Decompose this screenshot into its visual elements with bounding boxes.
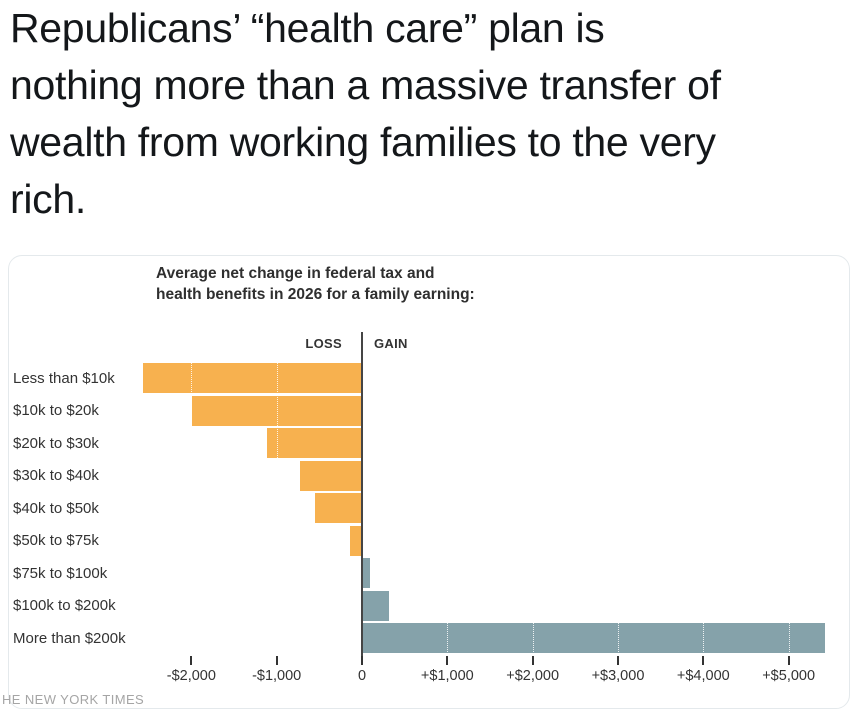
headline-line: wealth from working families to the very — [10, 119, 716, 165]
axis-tick-2000 — [531, 656, 534, 665]
gridline--2000 — [191, 363, 193, 656]
bar-75k-to-100k — [363, 558, 370, 588]
zero-axis-line — [361, 332, 363, 656]
tweet-headline: Republicans’ “health care” plan is nothi… — [10, 0, 854, 228]
bar-more-than-200k — [363, 623, 825, 653]
category-label-75k-to-100k: $75k to $100k — [13, 564, 108, 582]
bar-40k-to-50k — [314, 493, 361, 523]
gridline--1000 — [276, 363, 278, 656]
gridline-4000 — [703, 363, 705, 656]
category-label-less-than-10k: Less than $10k — [13, 369, 115, 387]
bar-30k-to-40k — [299, 460, 361, 491]
category-label-10k-to-20k: $10k to $20k — [13, 402, 99, 419]
gridline-5000 — [788, 363, 790, 656]
axis-tick-5000 — [787, 656, 790, 665]
axis-tick--2000 — [190, 656, 193, 665]
axis-tick-label-1000: +$1,000 — [420, 668, 474, 684]
headline-line: nothing more than a massive transfer of — [10, 62, 721, 108]
chart-title-line: Average net change in federal tax and — [156, 265, 435, 282]
bar-100k-to-200k — [363, 590, 390, 621]
loss-axis-label: LOSS — [305, 336, 342, 351]
category-label-30k-to-40k: $30k to $40k — [13, 467, 99, 484]
bar-20k-to-30k — [267, 428, 361, 458]
axis-tick-label-4000: +$4,000 — [676, 668, 730, 684]
headline-line: rich. — [10, 176, 86, 222]
chart-card[interactable]: Average net change in federal tax and he… — [8, 255, 850, 709]
axis-tick-4000 — [702, 656, 705, 665]
category-label-50k-to-75k: $50k to $75k — [13, 532, 99, 549]
gridline-2000 — [532, 363, 534, 656]
chart-title-line: health benefits in 2026 for a family ear… — [156, 286, 475, 303]
category-label-more-than-200k: More than $200k — [13, 629, 126, 647]
category-label-40k-to-50k: $40k to $50k — [13, 499, 99, 517]
gridline-3000 — [617, 363, 619, 656]
source-attribution: HE NEW YORK TIMES — [2, 692, 145, 707]
bar-10k-to-20k — [192, 395, 361, 426]
axis-tick-label--1000: -$1,000 — [252, 668, 302, 684]
axis-tick-label-3000: +$3,000 — [591, 668, 645, 684]
bar-less-than-10k — [143, 363, 361, 393]
axis-tick-3000 — [616, 656, 619, 665]
axis-tick-label-2000: +$2,000 — [506, 668, 560, 684]
gridline-1000 — [447, 363, 449, 656]
plot-area: Less than $10k $10k to $20k $20k to $30k $3… — [9, 256, 851, 710]
bar-50k-to-75k — [349, 525, 361, 556]
axis-tick-1000 — [446, 656, 449, 665]
axis-tick-label-5000: +$5,000 — [762, 668, 816, 684]
gain-axis-label: GAIN — [374, 336, 408, 351]
axis-tick--1000 — [275, 656, 278, 665]
headline-line: Republicans’ “health care” plan is — [10, 5, 605, 51]
axis-tick-label--2000: -$2,000 — [166, 668, 216, 684]
axis-tick-0 — [361, 656, 363, 665]
category-label-20k-to-30k: $20k to $30k — [13, 434, 99, 452]
axis-tick-label-0: 0 — [357, 668, 367, 684]
chart-title: Average net change in federal tax and he… — [156, 263, 475, 305]
category-label-100k-to-200k: $100k to $200k — [13, 597, 116, 614]
